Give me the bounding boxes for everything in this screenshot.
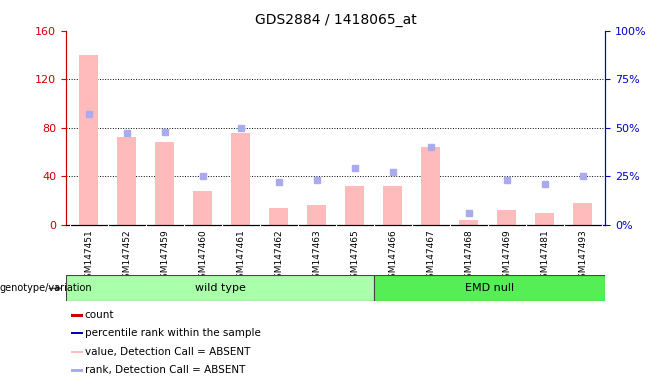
- Text: value, Detection Call = ABSENT: value, Detection Call = ABSENT: [85, 347, 250, 357]
- Text: GSM147465: GSM147465: [350, 230, 359, 285]
- Bar: [71, 369, 83, 371]
- Text: GSM147459: GSM147459: [160, 230, 169, 285]
- Text: GSM147467: GSM147467: [426, 230, 435, 285]
- Text: GSM147452: GSM147452: [122, 230, 131, 284]
- Bar: [155, 142, 174, 225]
- Text: percentile rank within the sample: percentile rank within the sample: [85, 328, 261, 338]
- Bar: [231, 132, 250, 225]
- Text: EMD null: EMD null: [465, 283, 515, 293]
- Text: genotype/variation: genotype/variation: [0, 283, 93, 293]
- Text: GSM147461: GSM147461: [236, 230, 245, 285]
- Text: GSM147493: GSM147493: [578, 230, 587, 285]
- Text: count: count: [85, 310, 114, 321]
- Text: GSM147468: GSM147468: [464, 230, 473, 285]
- Text: GSM147481: GSM147481: [540, 230, 549, 285]
- Bar: [66, 275, 374, 301]
- Text: GSM147451: GSM147451: [84, 230, 93, 285]
- Text: rank, Detection Call = ABSENT: rank, Detection Call = ABSENT: [85, 365, 245, 375]
- Title: GDS2884 / 1418065_at: GDS2884 / 1418065_at: [255, 13, 417, 27]
- Bar: [117, 137, 136, 225]
- Bar: [307, 205, 326, 225]
- Bar: [374, 275, 605, 301]
- Text: GSM147460: GSM147460: [198, 230, 207, 285]
- Bar: [383, 186, 402, 225]
- Bar: [71, 314, 83, 317]
- Bar: [573, 203, 592, 225]
- Bar: [421, 147, 440, 225]
- Bar: [71, 332, 83, 334]
- Bar: [269, 208, 288, 225]
- Bar: [71, 351, 83, 353]
- Text: GSM147466: GSM147466: [388, 230, 397, 285]
- Bar: [497, 210, 516, 225]
- Text: GSM147462: GSM147462: [274, 230, 283, 284]
- Bar: [193, 191, 212, 225]
- Bar: [535, 212, 554, 225]
- Text: GSM147469: GSM147469: [502, 230, 511, 285]
- Bar: [345, 186, 364, 225]
- Text: GSM147463: GSM147463: [312, 230, 321, 285]
- Bar: [79, 55, 98, 225]
- Bar: [459, 220, 478, 225]
- Text: wild type: wild type: [195, 283, 245, 293]
